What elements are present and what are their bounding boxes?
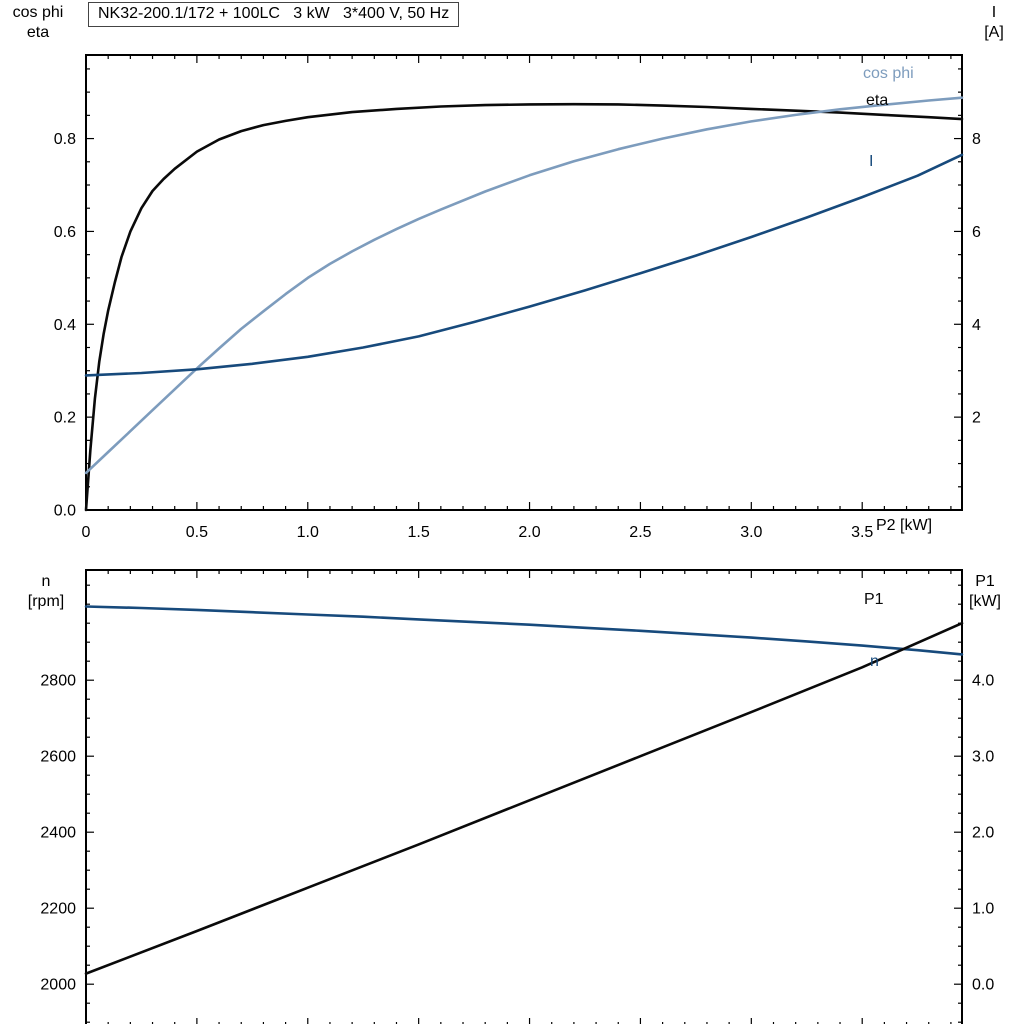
tick-label: 3.0	[740, 524, 762, 541]
axis-label-current-unit: [A]	[984, 24, 1004, 41]
chart-title: NK32-200.1/172 + 100LC 3 kW 3*400 V, 50 …	[88, 2, 460, 27]
tick-label: 6	[972, 224, 981, 241]
plot-border	[85, 54, 963, 511]
tick-label: 0.6	[54, 224, 76, 241]
series-curve-cos-phi	[84, 96, 964, 475]
series-curve-n	[84, 605, 964, 656]
series-curve-P1	[84, 621, 964, 975]
tick-label: 0.0	[54, 503, 76, 520]
tick-label: 2400	[40, 825, 76, 842]
axis-label-p1-unit: [kW]	[969, 593, 1001, 610]
curve-label-p1: P1	[864, 591, 884, 608]
axis-label-cosphi: cos phi	[12, 4, 64, 21]
tick-label: 1.0	[972, 901, 994, 918]
tick-label: 2200	[40, 901, 76, 918]
tick-label: 3.5	[851, 524, 873, 541]
tick-label: 2600	[40, 749, 76, 766]
tick-label: 2.5	[629, 524, 651, 541]
bottom-right-axis-label: P1 [kW]	[956, 572, 1014, 612]
axis-label-speed: n	[41, 573, 51, 590]
tick-label: 4.0	[972, 673, 994, 690]
tick-label: 0	[82, 524, 91, 541]
tick-label: 0.4	[54, 317, 76, 334]
axis-label-eta: eta	[26, 24, 50, 41]
top-left-axis-label: cos phi eta	[2, 3, 74, 43]
bottom-left-axis-label: n [rpm]	[14, 572, 78, 612]
tick-label: 0.8	[54, 131, 76, 148]
axis-label-p1: P1	[975, 573, 995, 590]
curve-label-current: I	[869, 153, 874, 170]
tick-label: 2.0	[518, 524, 540, 541]
tick-label: 2800	[40, 673, 76, 690]
tick-label: 8	[972, 131, 981, 148]
curve-label-cosphi: cos phi	[863, 65, 914, 82]
tick-label: 0.2	[54, 410, 76, 427]
series-curve-I	[84, 153, 964, 377]
series-curve-eta	[84, 102, 964, 512]
plot-border	[85, 569, 963, 1024]
tick-label: 1.5	[408, 524, 430, 541]
axis-label-current: I	[991, 4, 997, 21]
curve-label-speed: n	[870, 653, 879, 670]
tick-label: 2000	[40, 977, 76, 994]
top-right-axis-label: I [A]	[966, 3, 1022, 43]
x-axis-label: P2 [kW]	[876, 517, 933, 534]
tick-label: 2	[972, 410, 981, 427]
tick-label: 1.0	[297, 524, 319, 541]
curve-label-eta: eta	[866, 92, 889, 109]
tick-label: 2.0	[972, 825, 994, 842]
tick-label: 4	[972, 317, 981, 334]
tick-label: 0.5	[186, 524, 208, 541]
axis-label-speed-unit: [rpm]	[27, 593, 65, 610]
tick-label: 3.0	[972, 749, 994, 766]
tick-label: 0.0	[972, 977, 994, 994]
